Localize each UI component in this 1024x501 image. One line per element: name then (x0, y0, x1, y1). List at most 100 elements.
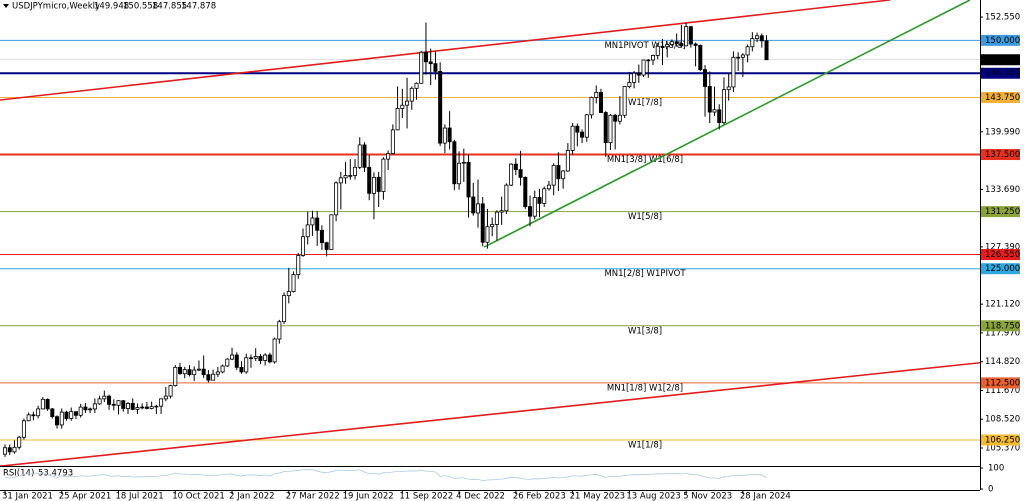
candle-body (73, 411, 78, 416)
candle-body (698, 44, 703, 70)
candle-body (291, 274, 296, 292)
ohlc-high: 150.558 (123, 2, 158, 12)
level-box-label: 112.500 (985, 378, 1020, 388)
candle-body (45, 398, 50, 410)
candle-body (102, 395, 107, 400)
candle-body (457, 162, 462, 185)
level-box (981, 34, 1020, 46)
candle-body (215, 371, 220, 375)
candle-body (3, 447, 8, 455)
candle-body (409, 87, 414, 102)
x-tick-label: 2 Jan 2022 (229, 492, 275, 501)
level-box (981, 320, 1020, 332)
rsi-tick-label: 100 (988, 464, 1004, 474)
candle-body (471, 196, 476, 214)
candle-body (665, 44, 670, 48)
candle-body (130, 403, 135, 410)
rsi-line (4, 469, 767, 482)
candle-body (461, 161, 466, 164)
candle-body (163, 395, 168, 400)
level-box-label: 125.000 (985, 264, 1020, 274)
level-box (981, 149, 1020, 161)
trendlines (0, 0, 980, 466)
candle-body (669, 41, 674, 45)
candle-body (149, 406, 154, 409)
candle-body (589, 97, 594, 116)
x-tick-label: 19 Jun 2022 (343, 492, 394, 501)
candle-body (660, 45, 665, 48)
y-tick-label: 139.990 (985, 127, 1020, 137)
candle-body (362, 144, 367, 168)
candle-body (570, 125, 575, 151)
candle-body (480, 203, 485, 243)
candle-body (296, 255, 301, 276)
candle-body (300, 236, 305, 256)
y-tick-label: 117.970 (985, 328, 1020, 338)
candle-body (50, 408, 55, 418)
candle-body (386, 153, 391, 160)
x-tick-label: 4 Dec 2022 (456, 492, 505, 501)
candle-body (59, 411, 64, 426)
x-tick-label: 18 Jul 2021 (116, 492, 164, 501)
level-box (981, 91, 1020, 103)
x-tick-label: 26 Feb 2023 (513, 492, 566, 501)
candle-body (135, 407, 140, 410)
level-box-label: 118.750 (985, 321, 1020, 331)
ohlc-low: 147.855 (152, 2, 187, 12)
y-tick-label: 121.120 (985, 300, 1020, 310)
trend-line (483, 0, 971, 248)
candle-body (622, 86, 627, 116)
candle-body (315, 217, 320, 231)
level-box (981, 434, 1020, 446)
y-tick-label: 133.690 (985, 185, 1020, 195)
rsi-value: 53.4793 (38, 469, 73, 479)
candle-body (580, 131, 585, 138)
candle-body (395, 108, 400, 131)
candle-body (518, 169, 523, 178)
candle-body (423, 51, 428, 63)
candle-body (92, 403, 97, 410)
candle-body (655, 45, 660, 56)
candle-body (613, 114, 618, 122)
candle-body (447, 127, 452, 143)
candle-body (490, 224, 495, 228)
candle-body (83, 406, 88, 411)
level-text: W1[3/8] (628, 326, 662, 336)
y-tick-label: 152.550 (985, 13, 1020, 23)
chart-title: USDJPYmicro,Weekly (12, 2, 100, 12)
level-box-label: 146.400 (985, 69, 1020, 79)
candle-body (381, 158, 386, 192)
candle-body (419, 51, 424, 84)
candle-body (494, 211, 499, 225)
candle-body (329, 214, 334, 250)
candle-body (116, 400, 121, 406)
candle-body (556, 165, 561, 180)
candle-body (617, 114, 622, 122)
candle-body (731, 56, 736, 88)
candle-body (546, 184, 551, 190)
levels: MN1PIVOT W1[8/8] W1[7/8] MN1[3/8] W1[6/8] W… (0, 39, 980, 450)
candle-body (348, 175, 353, 177)
level-text: MN1[3/8] W1[6/8] (607, 155, 683, 165)
candle-body (764, 40, 769, 61)
x-tick-label: 21 May 2023 (570, 492, 625, 501)
candle-body (192, 369, 197, 376)
candle-body (140, 406, 145, 409)
level-text: MN1PIVOT W1[8/8] (604, 41, 685, 51)
level-box-label: 131.250 (985, 207, 1020, 217)
y-tick-label: 127.390 (985, 242, 1020, 252)
y-tick-label: 108.520 (985, 415, 1020, 425)
candle-body (504, 184, 509, 212)
y-tick-label: 105.370 (985, 444, 1020, 454)
menu-icon (3, 4, 9, 8)
level-text: W1[7/8] (628, 98, 662, 108)
candles (3, 22, 769, 457)
x-tick-label: 11 Sep 2022 (399, 492, 453, 501)
candle-body (31, 414, 36, 417)
candle-body (144, 406, 149, 409)
candle-body (707, 86, 712, 113)
level-text: MN1[1/8] W1[2/8] (607, 383, 683, 393)
candle-body (651, 55, 656, 61)
candle-body (187, 369, 192, 376)
